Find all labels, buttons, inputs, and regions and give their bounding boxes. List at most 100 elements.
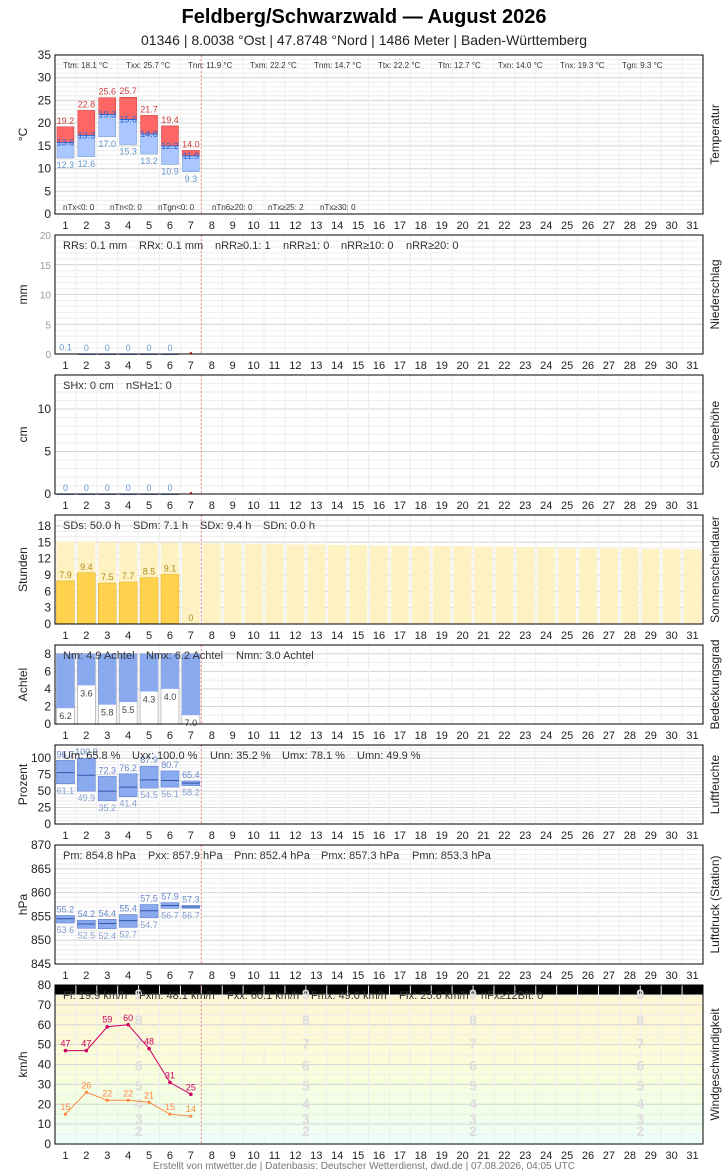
x-tick-label: 1 — [62, 220, 68, 232]
x-tick-label: 23 — [519, 500, 531, 512]
y-tick-label: 9 — [44, 568, 51, 582]
pressure-max-label: 55.4 — [119, 903, 137, 913]
stat-label: nRR≥10: 0 — [341, 240, 394, 252]
cloud-value-label: 4.0 — [164, 692, 177, 702]
x-tick-label: 24 — [540, 500, 552, 512]
x-tick-label: 17 — [394, 630, 406, 642]
beaufort-label: 2 — [636, 1123, 644, 1139]
temp-max-label: 14.0 — [182, 139, 200, 149]
x-tick-label: 31 — [686, 630, 698, 642]
x-tick-label: 27 — [603, 730, 615, 742]
x-tick-label: 31 — [686, 830, 698, 842]
y-tick-label: 20 — [40, 231, 52, 242]
x-tick-label: 18 — [415, 730, 427, 742]
cloud-cover-bar — [140, 653, 159, 692]
humidity-max-label: 80.7 — [161, 760, 179, 770]
bedeckungsgrad-frame — [54, 644, 704, 725]
x-tick-label: 24 — [540, 360, 552, 372]
beaufort-band — [55, 1120, 703, 1133]
x-tick-label: 11 — [269, 220, 280, 232]
x-tick-label: 10 — [247, 360, 259, 372]
x-tick-label: 28 — [624, 220, 636, 232]
stat-label: SDs: 50.0 h — [63, 520, 120, 532]
x-tick-label: 13 — [310, 1150, 322, 1162]
temp-min-label: 9.3 — [185, 174, 198, 184]
x-tick-label: 21 — [477, 500, 489, 512]
x-tick-label: 16 — [373, 500, 385, 512]
x-tick-label: 26 — [582, 730, 594, 742]
x-tick-label: 22 — [498, 1150, 510, 1162]
x-tick-label: 2 — [83, 360, 89, 372]
x-tick-label: 15 — [352, 830, 364, 842]
x-tick-label: 26 — [582, 220, 594, 232]
beaufort-label: 7 — [135, 1036, 143, 1052]
x-tick-label: 14 — [331, 500, 343, 512]
humidity-bar — [77, 757, 96, 792]
humidity-max-label: 100.0 — [75, 747, 98, 757]
y-tick-label: 860 — [31, 886, 51, 900]
humidity-min-label: 49.9 — [78, 793, 96, 803]
temp-min-label: 12.6 — [78, 159, 96, 169]
humidity-bar — [56, 760, 75, 785]
x-tick-label: 15 — [352, 1150, 364, 1162]
x-tick-label: 20 — [456, 1150, 468, 1162]
wind-mean-point — [63, 1112, 68, 1116]
x-tick-label: 1 — [62, 730, 68, 742]
x-tick-label: 2 — [83, 500, 89, 512]
stat-label: Txn: 14.0 °C — [498, 61, 543, 70]
wind-gust-label: 47 — [60, 1039, 70, 1049]
x-tick-label: 12 — [289, 220, 301, 232]
x-tick-label: 28 — [624, 830, 636, 842]
x-tick-label: 19 — [436, 970, 448, 982]
stat-label: Nmx: 6.2 Achtel — [146, 650, 223, 662]
x-tick-label: 4 — [125, 730, 131, 742]
x-tick-label: 17 — [394, 360, 406, 372]
y-tick-label: 0 — [44, 487, 51, 501]
y-tick-label: 0 — [44, 617, 51, 631]
pressure-max-label: 54.4 — [98, 908, 116, 918]
y-tick-label: 80 — [38, 978, 52, 992]
cloud-value-label: 3.6 — [80, 688, 93, 698]
x-tick-label: 30 — [666, 220, 678, 232]
x-tick-label: 4 — [125, 630, 131, 642]
x-tick-label: 7 — [188, 220, 194, 232]
x-tick-label: 23 — [519, 1150, 531, 1162]
niederschlag-value-label: 0 — [105, 343, 110, 353]
x-tick-label: 25 — [561, 630, 573, 642]
humidity-max-label: 87.9 — [140, 755, 158, 765]
x-tick-label: 12 — [289, 970, 301, 982]
x-tick-label: 13 — [310, 730, 322, 742]
x-tick-label: 7 — [188, 1150, 194, 1162]
sunshine-value-label: 0 — [188, 613, 193, 623]
sun-possible-bar — [307, 544, 326, 624]
niederschlag-value-label: 0 — [126, 343, 131, 353]
wind-gust-point — [189, 1092, 193, 1097]
humidity-max-label: 76.2 — [119, 763, 137, 773]
x-tick-label: 5 — [146, 830, 152, 842]
stat-label: Pmx: 857.3 hPa — [321, 850, 400, 862]
x-tick-label: 23 — [519, 970, 531, 982]
sunshine-value-label: 7.7 — [122, 571, 135, 581]
wind-mean-point — [147, 1100, 151, 1104]
y-tick-label: 6 — [44, 664, 51, 678]
beaufort-label: 9 — [636, 986, 644, 1002]
cloud-value-label: 5.5 — [122, 705, 135, 715]
x-tick-label: 11 — [269, 1150, 280, 1162]
x-tick-label: 16 — [373, 730, 385, 742]
x-tick-label: 18 — [415, 220, 427, 232]
x-tick-label: 1 — [62, 500, 68, 512]
beaufort-label: 2 — [302, 1123, 310, 1139]
y-tick-label: 75 — [38, 768, 52, 782]
temp-min-label: 17.0 — [98, 139, 116, 149]
y-axis-label: Prozent — [16, 763, 30, 805]
x-tick-label: 5 — [146, 360, 152, 372]
x-tick-label: 13 — [310, 360, 322, 372]
pressure-min-label: 53.6 — [57, 925, 75, 935]
wind-mean-label: 26 — [81, 1080, 91, 1090]
x-tick-label: 6 — [167, 360, 173, 372]
x-tick-label: 2 — [83, 830, 89, 842]
y-tick-label: 70 — [38, 998, 52, 1012]
x-tick-label: 11 — [269, 730, 280, 742]
x-tick-label: 20 — [456, 970, 468, 982]
beaufort-label: 4 — [302, 1095, 310, 1111]
